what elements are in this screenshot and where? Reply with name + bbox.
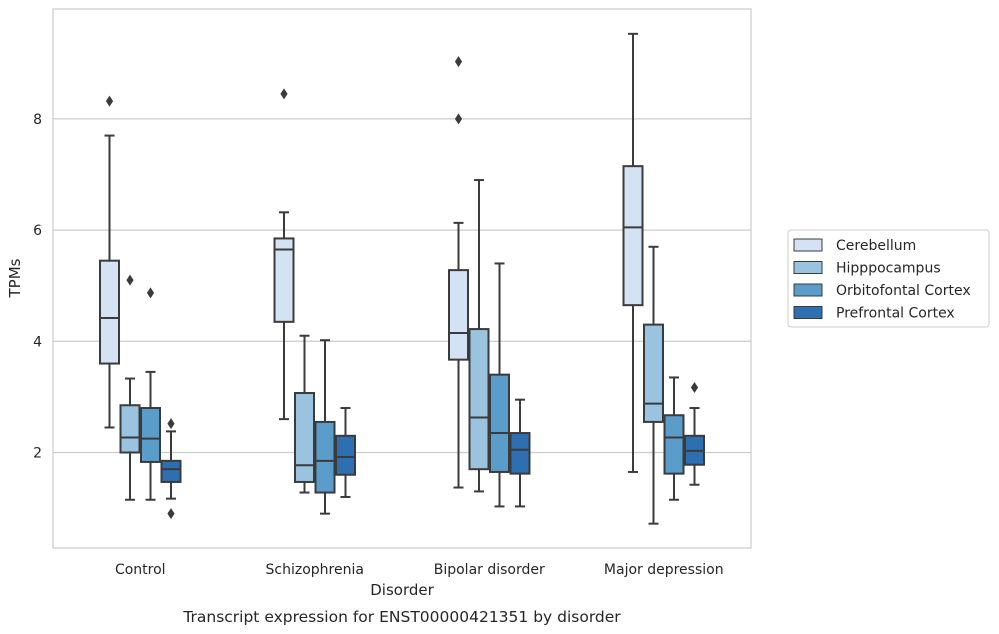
box-groups [99,32,705,525]
outlier-point [126,274,134,286]
legend-label: Cerebellum [836,238,916,254]
iqr-box [509,432,531,475]
y-tick-label: 4 [33,334,42,350]
box-prefrontal-cortex [160,418,182,520]
legend-frame [787,229,990,328]
legend-label: Orbitofontal Cortex [836,283,971,299]
box-prefrontal-cortex [684,381,705,486]
y-tick-label: 2 [33,446,42,462]
outlier-point [105,95,114,107]
iqr-box [294,392,315,483]
legend-swatch [793,261,823,274]
box-orbitofontal-cortex [314,339,336,515]
x-tick-label: Schizophrenia [266,562,364,578]
box-hipppocampus [468,179,490,493]
box-orbitofontal-cortex [663,376,685,501]
legend-label: Hipppocampus [836,261,941,277]
box-cerebellum [99,95,120,429]
box-hipppocampus [119,274,141,501]
chart-title: Transcript expression for ENST0000042135… [182,608,621,626]
iqr-box [643,323,664,423]
box-hipppocampus [294,334,315,494]
box-hipppocampus [643,245,664,525]
legend-swatch [793,306,823,319]
x-tick-label: Bipolar disorder [434,562,545,578]
x-tick-label: Control [115,562,166,578]
plot-frame [52,8,752,549]
iqr-box [314,420,336,494]
iqr-box [663,414,685,475]
x-tick-labels: Control Schizophrenia Bipolar disorder Majo… [115,562,724,578]
box-prefrontal-cortex [335,407,356,498]
outlier-point [280,88,288,100]
iqr-box [140,407,161,463]
y-tick-label: 8 [33,112,42,128]
y-tick-labels: 2 4 6 8 [33,112,42,462]
box-orbitofontal-cortex [489,262,510,508]
box-prefrontal-cortex [509,398,531,508]
iqr-box [273,237,295,323]
iqr-box [622,165,644,307]
gridlines [53,118,751,454]
iqr-box [335,434,356,476]
legend-label: Prefrontal Cortex [836,306,955,322]
box-cerebellum [448,56,469,489]
outlier-point [690,381,699,393]
legend: Cerebellum Hipppocampus Orbitofontal Corte… [787,229,990,328]
y-axis-label: TPMs [6,258,24,298]
legend-swatch [793,238,823,252]
box-orbitofontal-cortex [140,287,161,501]
x-tick-label: Major depression [604,562,724,578]
legend-swatch [793,283,823,297]
iqr-box [489,373,510,473]
box-cerebellum [273,88,295,421]
outlier-point [454,56,463,68]
iqr-box [468,328,490,471]
iqr-box [99,259,120,365]
iqr-box [160,459,182,483]
y-tick-label: 6 [33,223,42,239]
outlier-point [167,508,175,520]
outlier-point [146,287,155,299]
x-axis-label: Disorder [370,581,434,599]
box-cerebellum [622,32,644,473]
iqr-box [448,269,469,361]
outlier-point [167,418,175,430]
outlier-point [454,113,463,125]
iqr-box [119,404,141,454]
